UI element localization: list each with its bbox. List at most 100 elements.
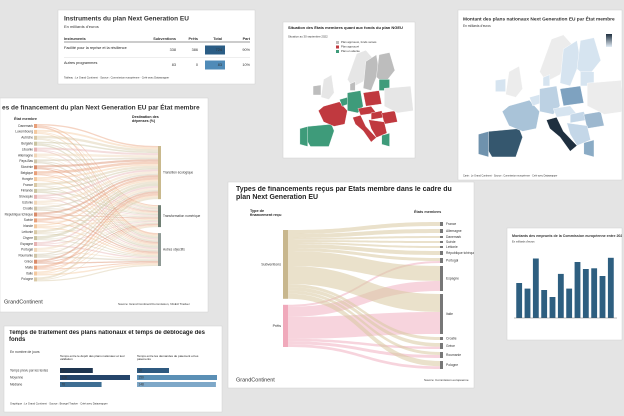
title: Montant des plans nationaux Next Generat… xyxy=(463,14,615,22)
target-node xyxy=(440,294,443,334)
target-label: Autres objectifs xyxy=(163,247,185,251)
bar xyxy=(566,288,573,318)
bar xyxy=(557,273,564,318)
source-node xyxy=(34,259,37,264)
country-shape xyxy=(559,40,581,87)
footer: Tableau : Le Grand Continent · Source : … xyxy=(64,76,169,80)
flow xyxy=(37,222,158,251)
flow xyxy=(37,125,158,207)
target-node xyxy=(440,337,443,340)
target-node xyxy=(440,236,443,238)
title: Montants des emprunts de la Commission e… xyxy=(512,234,624,238)
country-label: Italie xyxy=(26,271,33,275)
source-node xyxy=(34,218,37,223)
target-node xyxy=(158,146,161,200)
country-label: Danemark xyxy=(18,124,33,128)
source-node xyxy=(34,194,37,199)
country-shape xyxy=(352,114,377,143)
total-cell xyxy=(205,60,225,70)
source-node xyxy=(34,247,37,252)
flow xyxy=(37,209,158,252)
left-header: État membre xyxy=(14,116,37,121)
target-node xyxy=(440,266,443,291)
target-node xyxy=(440,229,443,233)
source-node xyxy=(34,200,37,205)
flow xyxy=(37,178,158,214)
flow xyxy=(37,239,158,258)
cell: 338 xyxy=(170,48,176,52)
source-node xyxy=(283,304,288,347)
flow xyxy=(288,222,440,234)
flow xyxy=(37,185,158,247)
column-header-box: Temps entre les demandes de paiement et … xyxy=(137,355,198,361)
target-node xyxy=(440,251,443,255)
row-label: Autres programmes xyxy=(64,60,98,65)
flow xyxy=(37,153,158,158)
bar xyxy=(137,375,217,380)
country-shape xyxy=(381,132,390,147)
flow xyxy=(37,143,158,209)
flow xyxy=(37,244,158,259)
country-label: Italie xyxy=(446,312,453,316)
country-shape xyxy=(559,85,585,107)
title: Types de financements reçus par États me… xyxy=(236,186,452,202)
row-label-box: Autres programmes xyxy=(64,60,98,65)
country-label: Irlande xyxy=(23,224,33,228)
source-node xyxy=(34,188,37,193)
country-label: Pologne xyxy=(446,363,458,367)
country-shape xyxy=(349,81,356,91)
amount-map-group: Montant des plans nationaux Next Generat… xyxy=(463,14,622,178)
flow xyxy=(37,165,158,186)
flow xyxy=(37,191,158,262)
country-label: Croatie xyxy=(23,206,34,210)
flow xyxy=(288,244,440,255)
flow xyxy=(288,242,440,248)
flow xyxy=(288,236,440,240)
country-shape xyxy=(381,110,398,125)
flow xyxy=(37,149,158,210)
bar-label: 76 xyxy=(62,382,66,386)
logo: GrandContinent xyxy=(4,299,43,305)
column-header: Instruments xyxy=(64,37,86,41)
flow xyxy=(37,250,158,260)
country-shape xyxy=(478,131,489,158)
country-label: Slovaquie xyxy=(19,195,33,199)
bar-label: 150 xyxy=(139,375,145,379)
country-label: Roumanie xyxy=(446,353,461,357)
country-label: Grèce xyxy=(24,260,33,264)
source-node xyxy=(34,147,37,152)
source-node xyxy=(34,135,37,140)
flow xyxy=(37,226,158,256)
flow xyxy=(37,156,158,241)
flow xyxy=(37,222,158,257)
flow xyxy=(37,168,158,244)
flow xyxy=(288,287,440,347)
flow xyxy=(37,183,158,239)
flow xyxy=(288,281,440,317)
bar-label: 148 xyxy=(139,382,145,386)
bar xyxy=(591,268,598,318)
flow xyxy=(37,132,158,236)
title: Temps de traitement des plans nationaux … xyxy=(9,330,205,343)
flow xyxy=(37,179,158,226)
flow xyxy=(37,264,158,282)
flow xyxy=(37,129,158,150)
flow xyxy=(37,177,158,221)
flow xyxy=(37,126,158,235)
subtitle: En milliards d'euros xyxy=(64,24,99,29)
left-header: Type de financement reçu xyxy=(250,209,282,218)
flow xyxy=(37,173,158,213)
country-shape xyxy=(312,84,322,96)
flow xyxy=(37,261,158,264)
country-shape xyxy=(484,128,523,158)
flow xyxy=(37,174,158,244)
country-shape xyxy=(304,123,335,147)
country-label: Espagne xyxy=(20,242,33,246)
flow xyxy=(37,208,158,218)
flow xyxy=(37,161,158,174)
subtitle: En milliards d'euros xyxy=(512,240,535,244)
bar xyxy=(582,269,589,318)
bar xyxy=(60,368,93,373)
legend-label: Plan approuvé xyxy=(341,45,359,49)
